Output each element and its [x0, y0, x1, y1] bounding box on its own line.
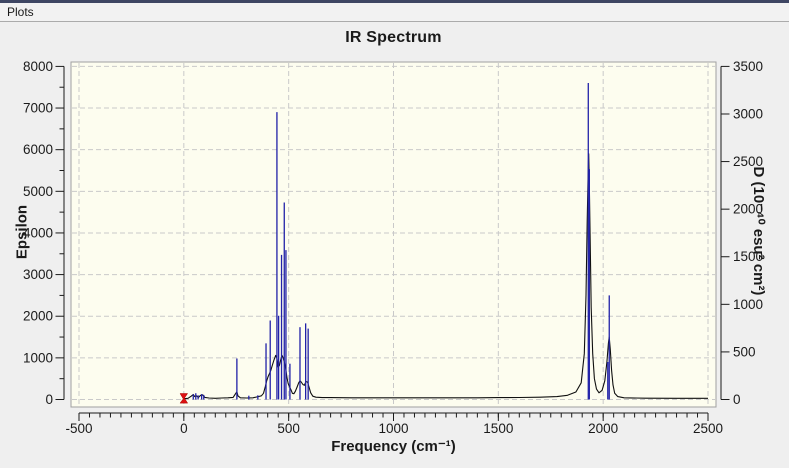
right-tick-label: 1500	[733, 249, 763, 264]
spectrum-position-marker[interactable]	[179, 393, 189, 404]
left-tick-label: 2000	[23, 309, 53, 324]
left-tick-label: 6000	[23, 142, 53, 157]
window-top-border	[0, 0, 789, 3]
x-tick-label: 2500	[693, 421, 723, 436]
x-tick-label: -500	[65, 421, 92, 436]
right-tick-label: 3500	[733, 59, 763, 74]
x-tick-label: 1000	[378, 421, 408, 436]
right-tick-label: 3000	[733, 106, 763, 121]
left-tick-label: 1000	[23, 350, 53, 365]
menu-bar: Plots	[0, 3, 789, 22]
right-tick-label: 2000	[733, 202, 763, 217]
x-tick-label: 0	[180, 421, 188, 436]
right-tick-label: 500	[733, 344, 756, 359]
right-tick-label: 1000	[733, 297, 763, 312]
menu-plots[interactable]: Plots	[7, 5, 34, 19]
plot-title: IR Spectrum	[345, 29, 442, 46]
left-tick-label: 0	[45, 392, 53, 407]
left-tick-label: 3000	[23, 267, 53, 282]
left-tick-label: 4000	[23, 225, 53, 240]
right-tick-label: 0	[733, 392, 741, 407]
right-tick-label: 2500	[733, 154, 763, 169]
left-tick-label: 8000	[23, 59, 53, 74]
x-axis-label: Frequency (cm⁻¹)	[331, 438, 456, 455]
x-tick-label: 1500	[483, 421, 513, 436]
x-tick-label: 500	[277, 421, 300, 436]
left-tick-label: 5000	[23, 184, 53, 199]
x-tick-label: 2000	[588, 421, 618, 436]
left-tick-label: 7000	[23, 101, 53, 116]
